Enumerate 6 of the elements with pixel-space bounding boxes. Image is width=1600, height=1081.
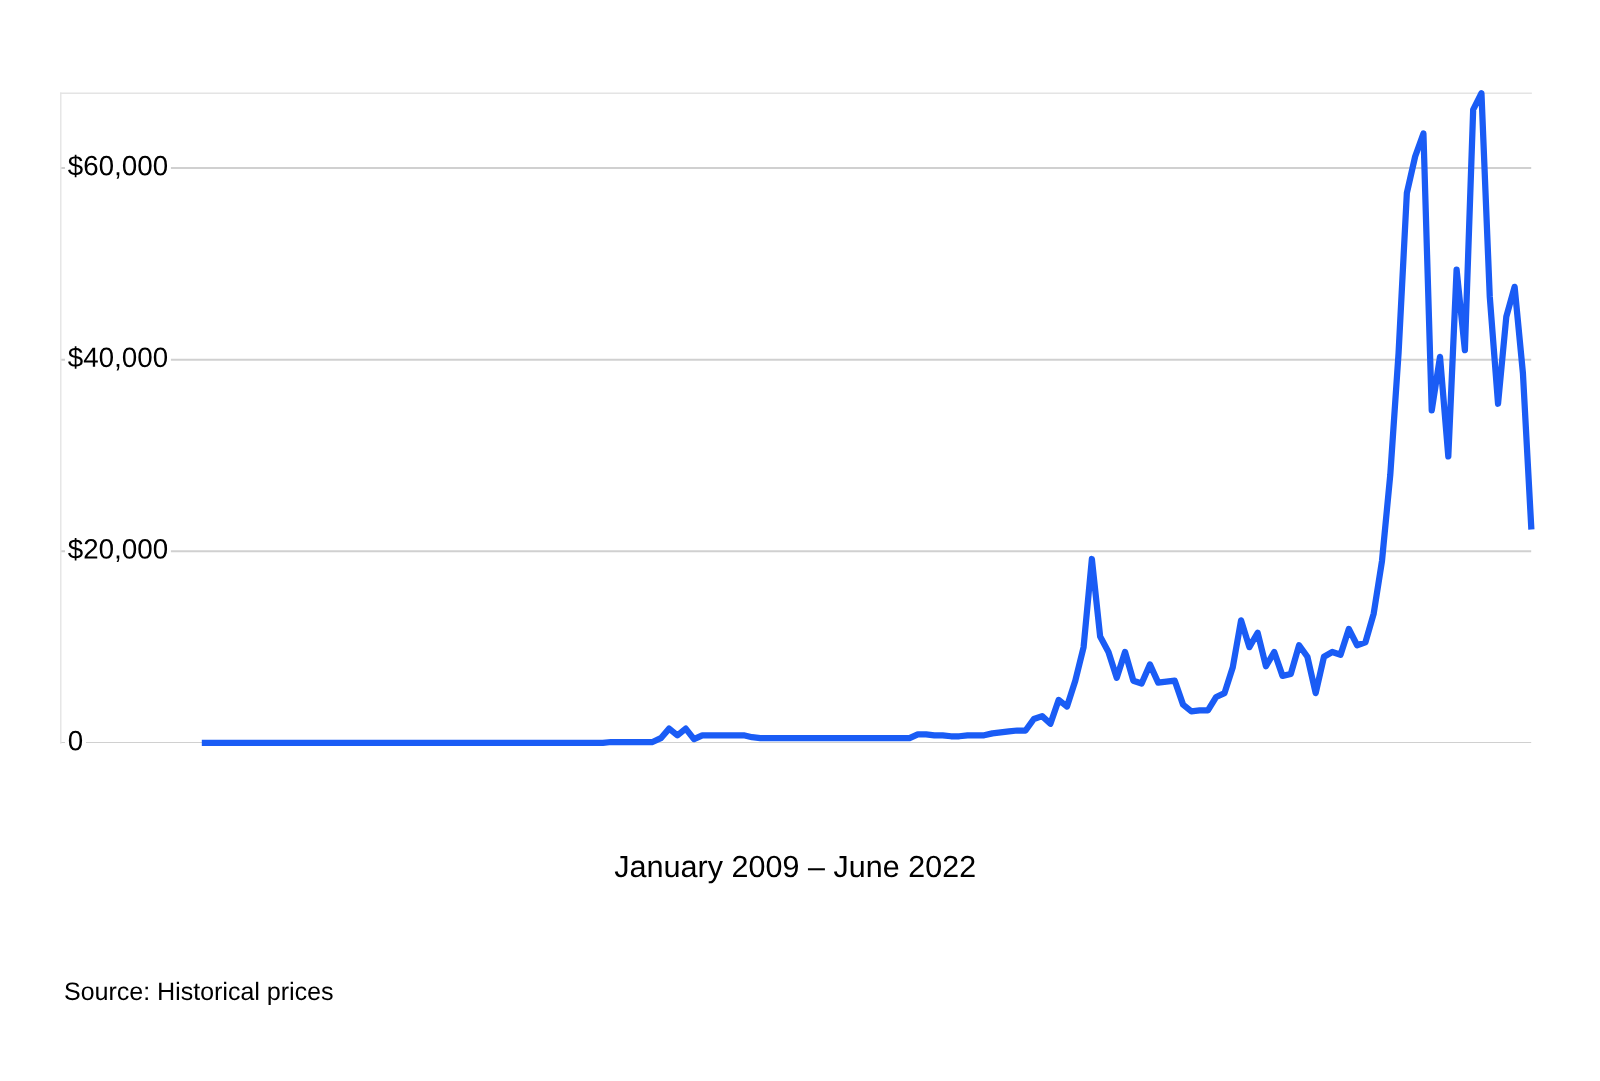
text: January 2009 – June 2022 bbox=[614, 855, 975, 884]
source-note: Source: Historical prices bbox=[65, 981, 333, 1006]
y-tick-label: 0 bbox=[68, 730, 83, 751]
y-tick-label: $60,000 bbox=[68, 154, 168, 179]
y-tick-label: $40,000 bbox=[68, 346, 168, 371]
y-tick-label: $20,000 bbox=[68, 537, 168, 563]
